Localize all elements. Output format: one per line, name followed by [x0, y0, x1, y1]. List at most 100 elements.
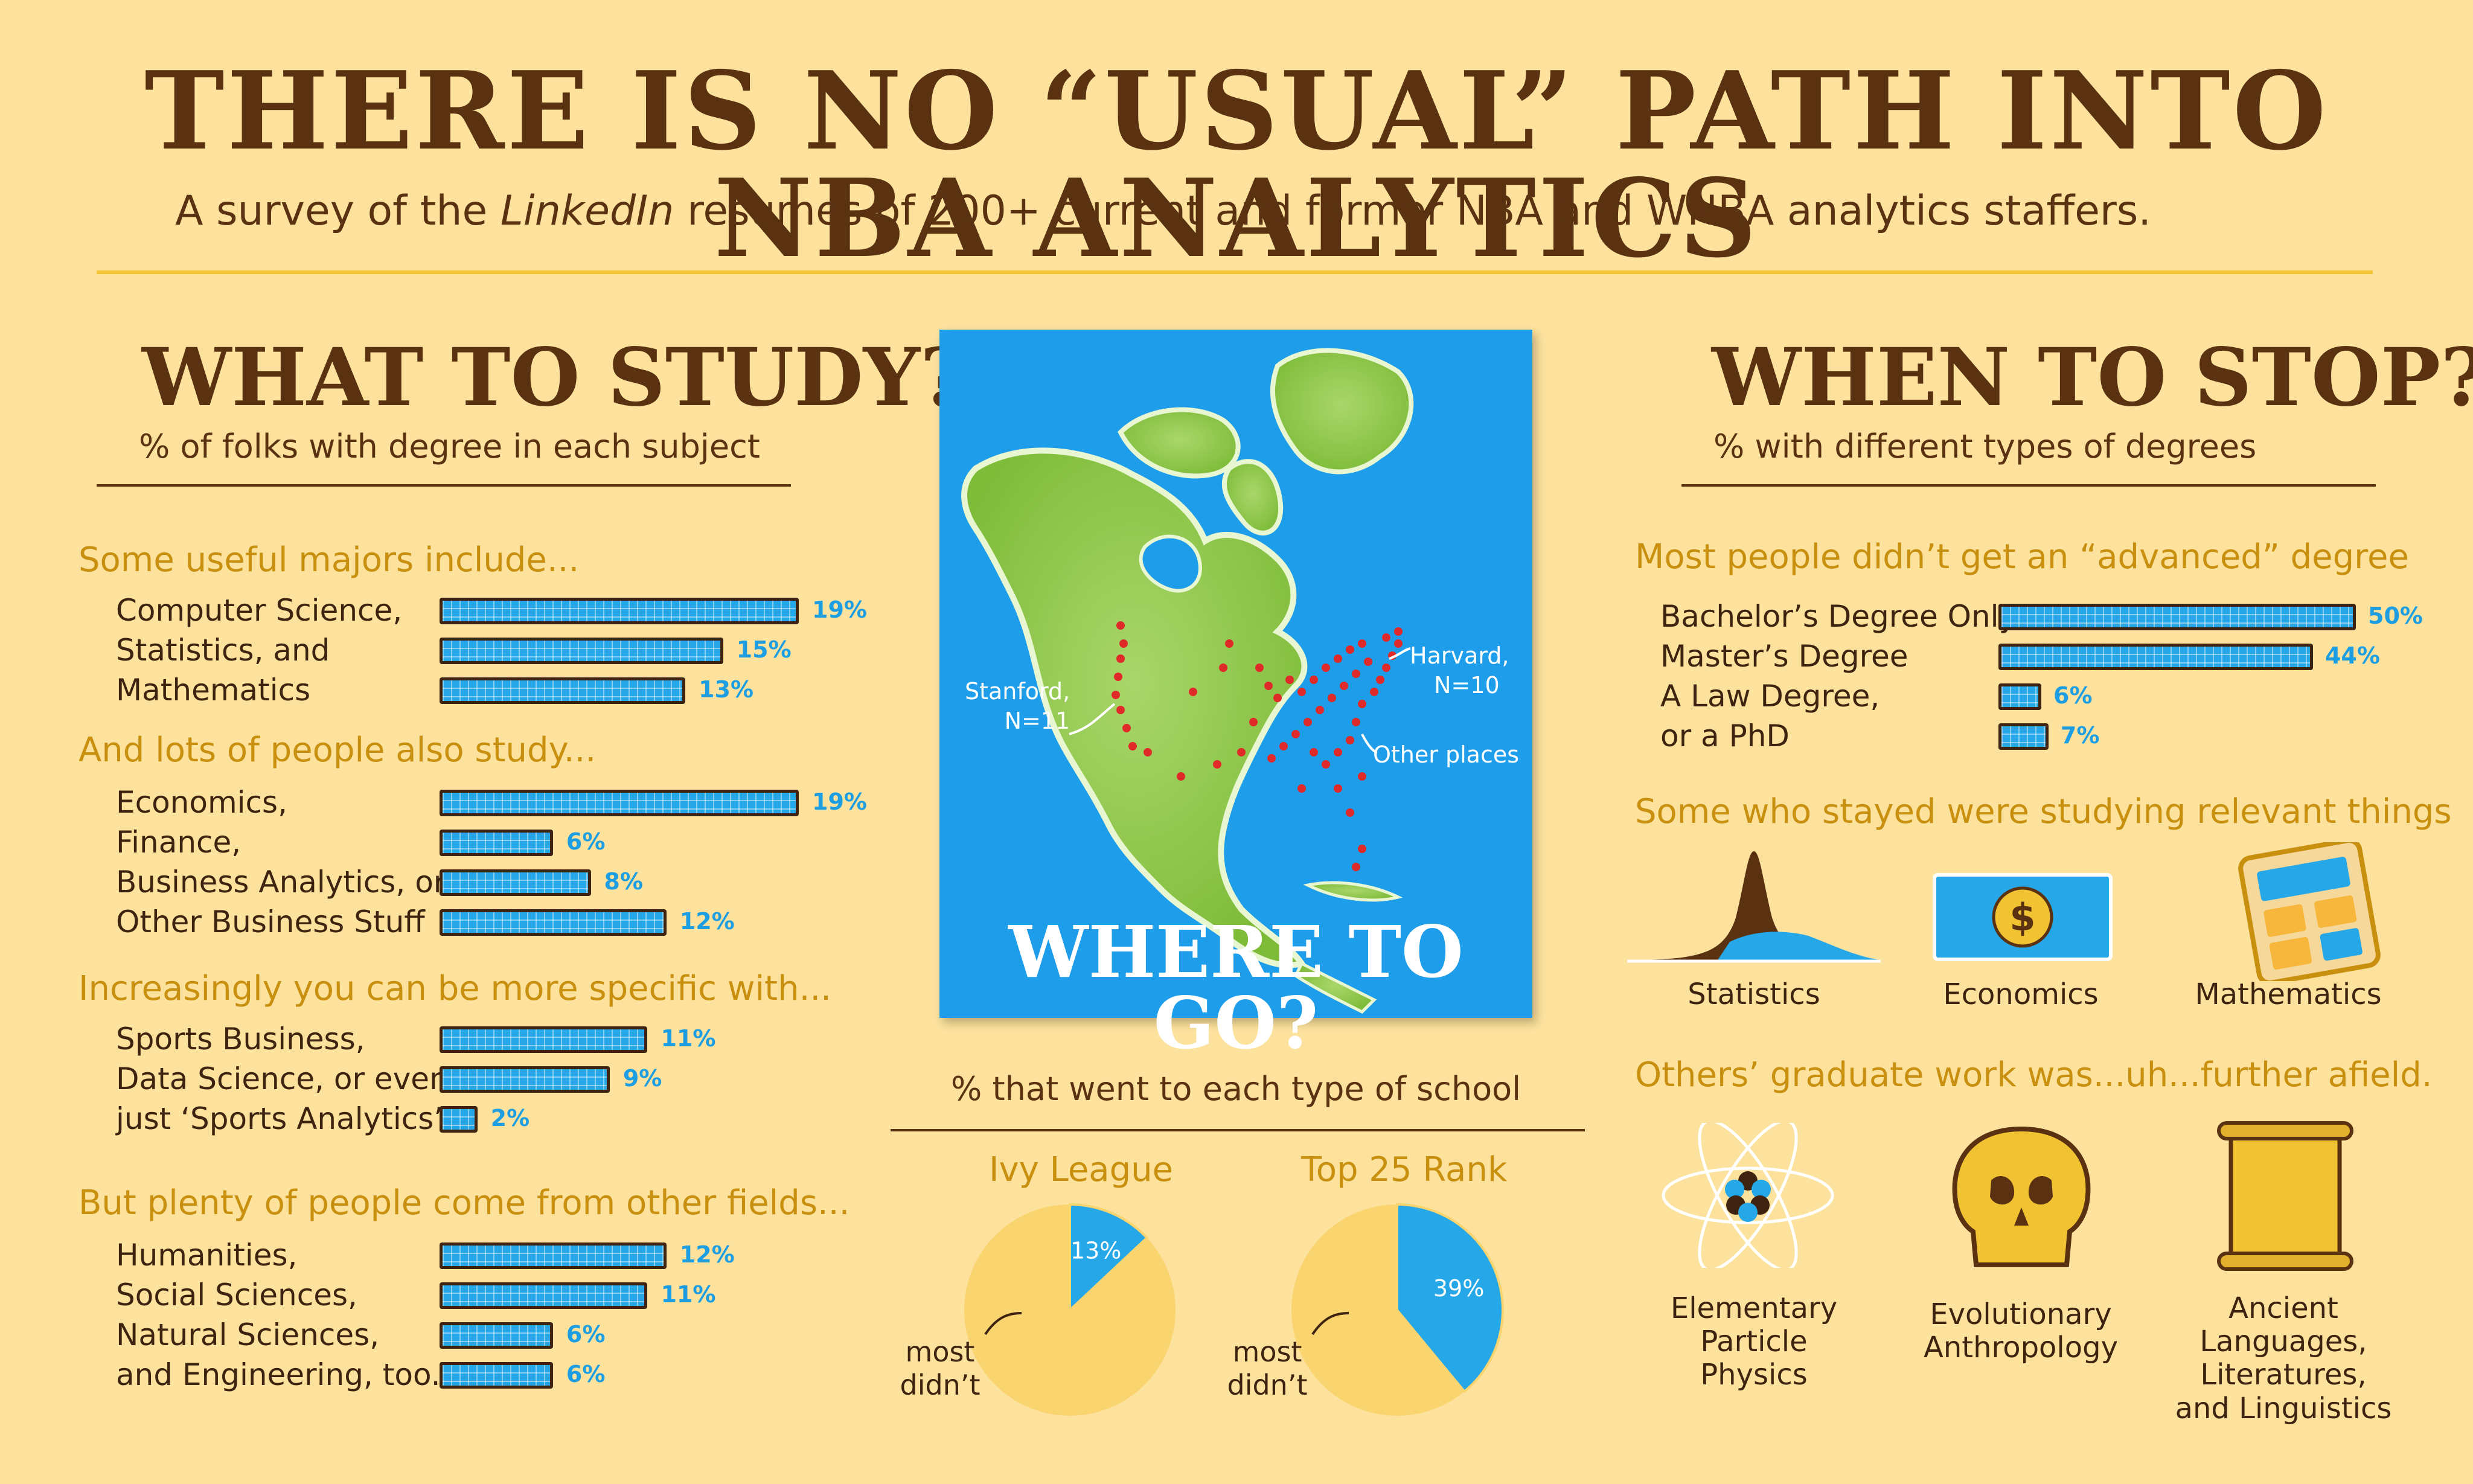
- pie-value-slice: [1396, 1203, 1505, 1393]
- center-rule: [891, 1129, 1585, 1131]
- skull-icon: [1952, 1126, 2091, 1267]
- degree-percent: 50%: [2368, 603, 2423, 629]
- subject-label: Sports Business,: [116, 1022, 365, 1057]
- subject-percent: 9%: [622, 1065, 662, 1092]
- subject-label: Mathematics: [116, 673, 311, 708]
- arctic-islands-shape: [1118, 407, 1241, 479]
- atom-icon: [1662, 1123, 1834, 1268]
- subject-label: Social Sciences,: [116, 1278, 357, 1313]
- pie-rest-callout: [1311, 1312, 1349, 1335]
- baffin-shape: [1221, 459, 1284, 536]
- scroll-icon: [2217, 1121, 2353, 1271]
- page-title: THERE IS NO “USUAL” PATH INTO NBA ANALYT…: [144, 48, 2329, 281]
- afield-label: Ancient Languages, Literatures, and Linguis…: [2157, 1291, 2410, 1425]
- relevant-label: Mathematics: [2195, 977, 2382, 1011]
- subject-bar: [440, 1026, 648, 1053]
- top25-label: Top 25 Rank: [1301, 1150, 1508, 1189]
- relevant-heading: Some who stayed were studying relevant t…: [1635, 792, 2452, 831]
- calculator-icon: [2238, 842, 2381, 981]
- map-svg: [961, 348, 1414, 1014]
- subject-bar: [440, 830, 553, 856]
- afield-label-line: Particle: [1700, 1325, 1808, 1359]
- degree-percent: 6%: [2053, 682, 2093, 709]
- subject-label: Natural Sciences,: [116, 1317, 380, 1352]
- subject-label: Statistics, and: [116, 633, 330, 668]
- afield-heading: Others’ graduate work was...uh...further…: [1635, 1055, 2433, 1095]
- subject-percent: 12%: [679, 1241, 735, 1268]
- subject-label: Humanities,: [116, 1238, 298, 1273]
- group-heading: But plenty of people come from other fie…: [78, 1183, 850, 1223]
- mainland-shape: [961, 447, 1308, 968]
- what-to-study-subtitle: % of folks with degree in each subject: [139, 427, 760, 465]
- what-to-study-title: WHAT TO STUDY?: [142, 331, 967, 424]
- subject-bar: [440, 638, 723, 664]
- subject-percent: 12%: [679, 908, 735, 935]
- harvard-callout-line: [1389, 647, 1411, 660]
- afield-label-line: Physics: [1700, 1358, 1808, 1392]
- subject-label: just ‘Sports Analytics’: [116, 1101, 444, 1136]
- afield-label-line: Anthropology: [1924, 1331, 2118, 1365]
- pie-value-label: 39%: [1433, 1275, 1484, 1302]
- subject-percent: 15%: [736, 636, 792, 663]
- subtitle-text-end: resumes of 200+ current and former NBA a…: [674, 187, 2151, 235]
- afield-label-line: Languages,: [2199, 1325, 2367, 1359]
- left-rule: [97, 484, 791, 487]
- svg-text:$: $: [2009, 895, 2035, 939]
- central-america-shape: [1293, 961, 1377, 1014]
- stanford-label: Stanford, N=11: [965, 678, 1070, 735]
- subject-percent: 6%: [566, 1361, 606, 1387]
- page-subtitle: A survey of the LinkedIn resumes of 200+…: [175, 187, 2151, 235]
- subject-percent: 11%: [661, 1281, 716, 1308]
- subject-bar: [440, 869, 591, 896]
- pie-rest-label: didn’t: [1227, 1369, 1308, 1401]
- north-america-map: Stanford, N=11 Harvard, N=10 Other places: [939, 330, 1532, 1018]
- subject-percent: 19%: [812, 788, 867, 815]
- subject-bar: [440, 1282, 648, 1309]
- subject-label: Other Business Stuff: [116, 904, 425, 939]
- subject-bar: [440, 1322, 553, 1349]
- subject-bar: [440, 1106, 478, 1133]
- subject-label: Business Analytics, or: [116, 865, 446, 900]
- subtitle-text: A survey of the: [175, 187, 501, 235]
- when-to-stop-title: WHEN TO STOP?: [1712, 331, 2473, 424]
- hudson-bay-shape: [1139, 534, 1202, 593]
- subject-bar: [440, 677, 686, 704]
- subject-bar: [440, 790, 799, 816]
- subject-bar: [440, 598, 799, 624]
- when-to-stop-subtitle: % with different types of degrees: [1713, 427, 2257, 465]
- subject-percent: 6%: [566, 1321, 606, 1348]
- degree-bar: [1998, 683, 2042, 710]
- subject-label: Economics,: [116, 785, 287, 820]
- degree-label: Bachelor’s Degree Only: [1660, 599, 2017, 634]
- subject-bar: [440, 1066, 610, 1093]
- degree-percent: 7%: [2060, 722, 2100, 749]
- where-to-go-title: WHERE TO GO?: [1008, 910, 1464, 1065]
- degree-label: or a PhD: [1660, 718, 1790, 753]
- degree-group-heading: Most people didn’t get an “advanced” deg…: [1635, 537, 2409, 577]
- degree-bar: [1998, 644, 2313, 670]
- subject-percent: 8%: [604, 868, 644, 895]
- group-heading: Increasingly you can be more specific wi…: [78, 969, 831, 1008]
- afield-label: Elementary Particle Physics: [1627, 1291, 1881, 1392]
- ivy-league-label: Ivy League: [989, 1150, 1174, 1189]
- subject-label: Finance,: [116, 825, 242, 860]
- group-heading: Some useful majors include...: [78, 540, 580, 580]
- dollar-bill-icon: $: [1933, 873, 2113, 961]
- subject-label: and Engineering, too.: [116, 1357, 441, 1392]
- afield-label: Evolutionary Anthropology: [1894, 1297, 2148, 1365]
- subject-label: Data Science, or even: [116, 1061, 449, 1096]
- afield-label-line: and Linguistics: [2175, 1391, 2392, 1425]
- afield-label-line: Literatures,: [2200, 1358, 2367, 1392]
- subject-percent: 2%: [490, 1105, 530, 1131]
- group-heading: And lots of people also study...: [78, 731, 597, 770]
- stanford-callout-line: [1069, 703, 1116, 735]
- degree-label: Master’s Degree: [1660, 639, 1908, 674]
- subject-label: Computer Science,: [116, 593, 403, 628]
- other-places-label: Other places: [1373, 741, 1520, 768]
- afield-label-line: Evolutionary: [1930, 1297, 2112, 1331]
- other-callout-line: [1361, 734, 1378, 753]
- subject-percent: 11%: [661, 1025, 716, 1052]
- degree-label: A Law Degree,: [1660, 679, 1880, 714]
- cuba-shape: [1303, 881, 1403, 902]
